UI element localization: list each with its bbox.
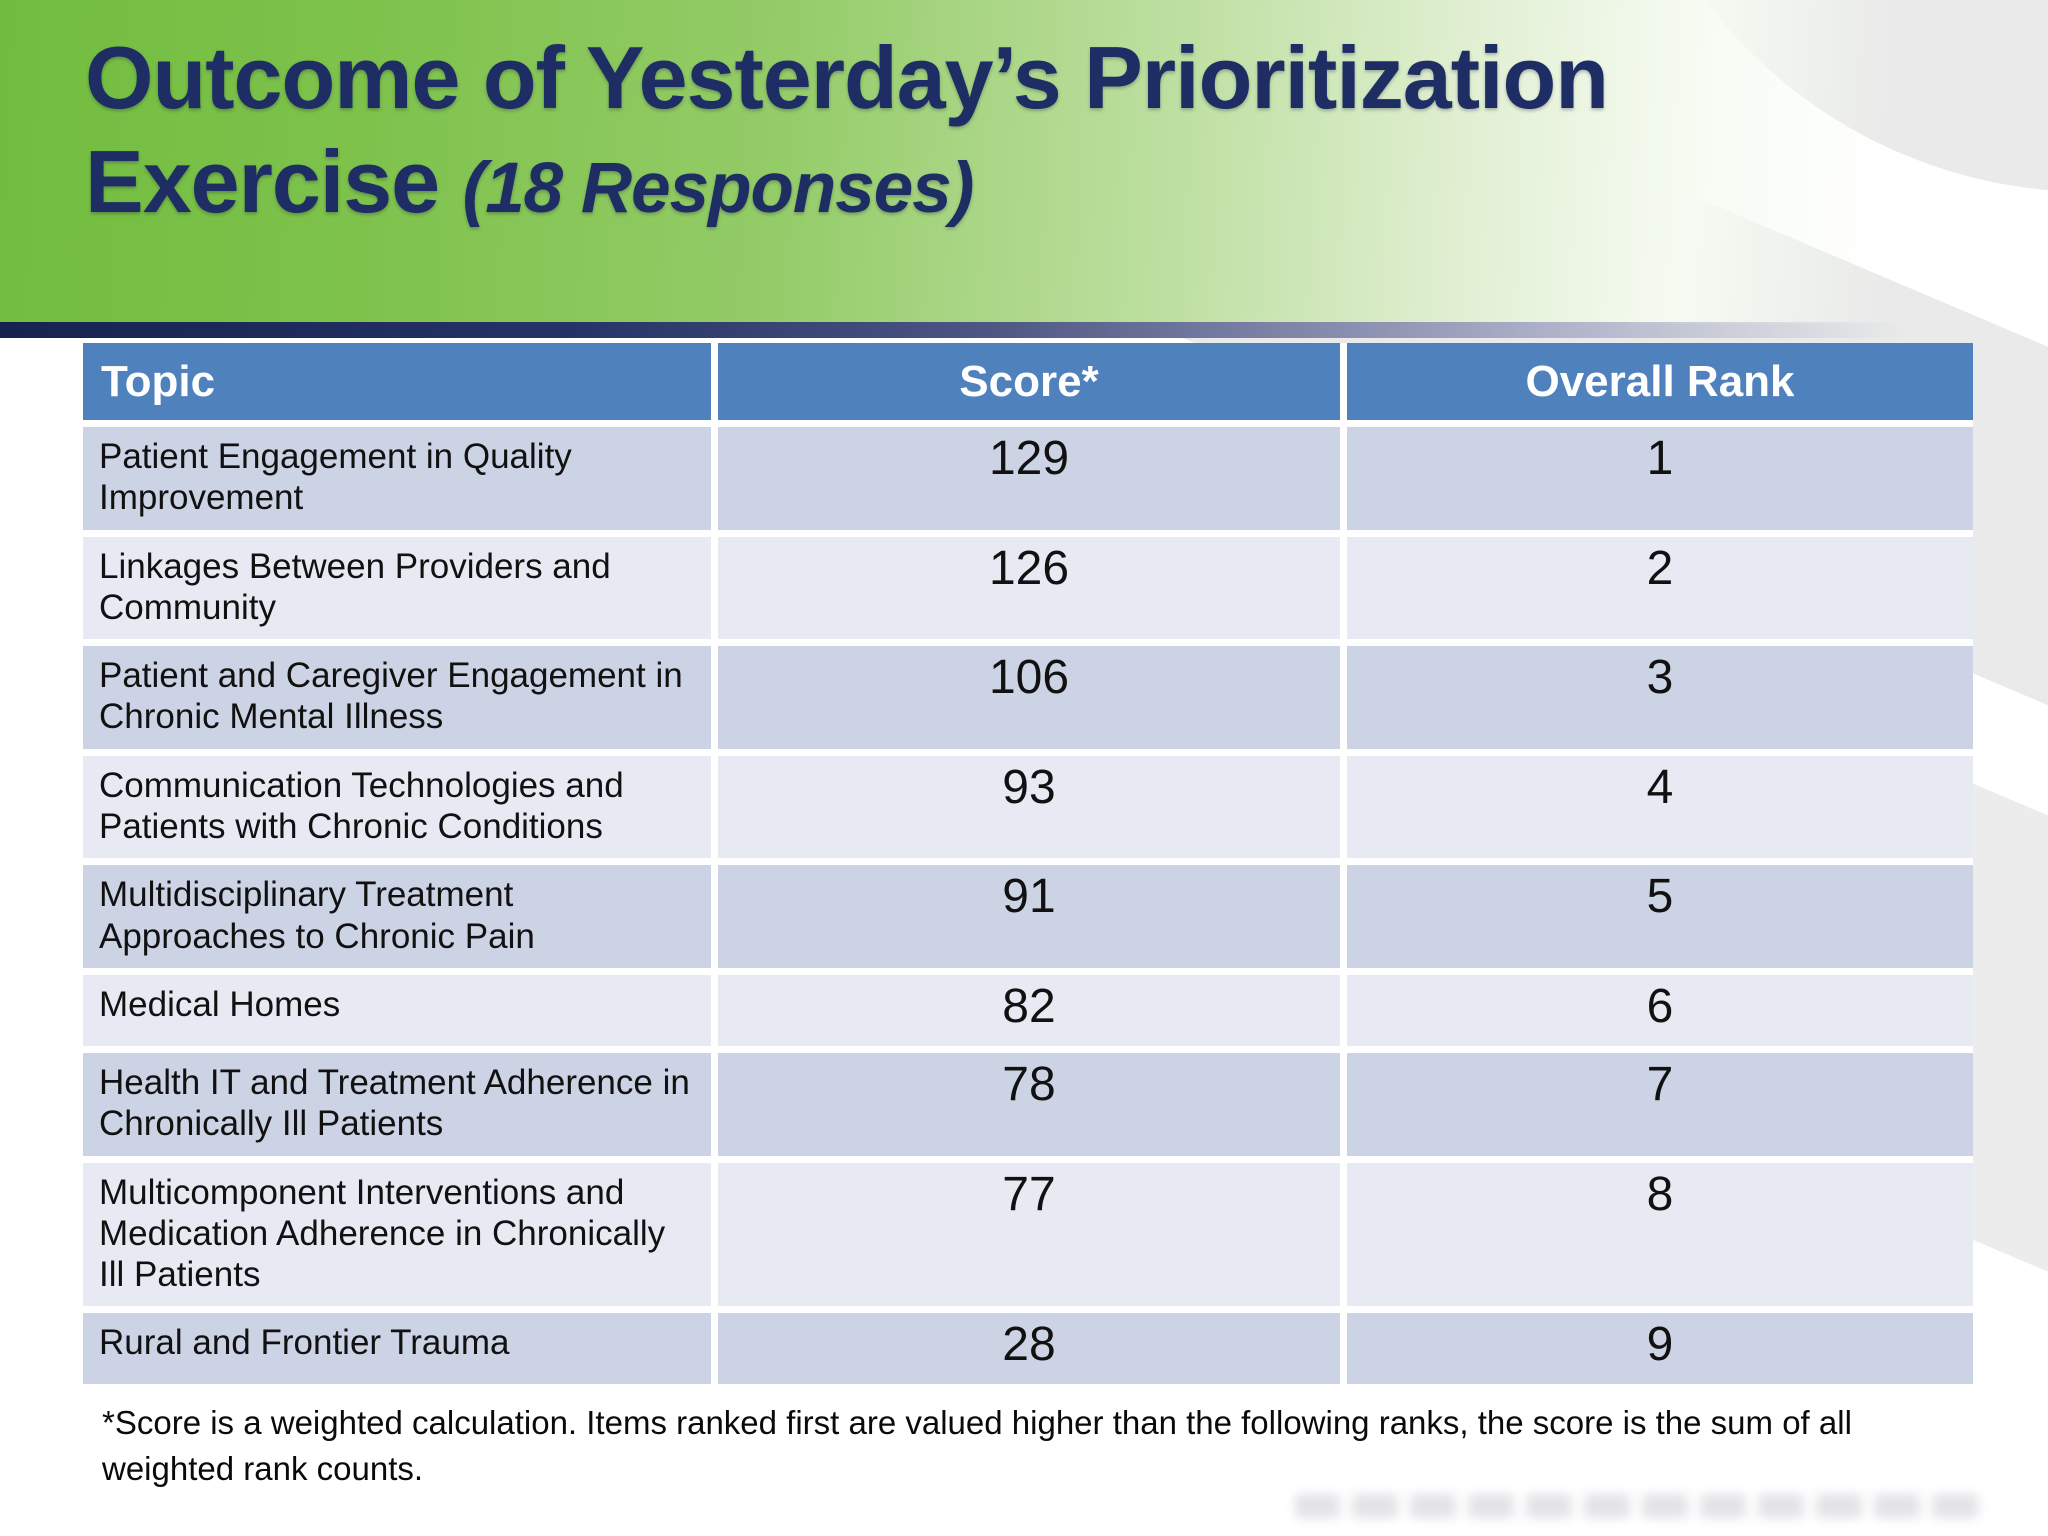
rank-cell: 6: [1347, 974, 1973, 1046]
table-row: Linkages Between Providers and Community…: [83, 536, 1973, 640]
score-cell: 28: [718, 1313, 1340, 1385]
table-row: Multicomponent Interventions and Medicat…: [83, 1162, 1973, 1307]
slide-title-line2: Exercise (18 Responses): [85, 131, 975, 231]
column-header-score: Score*: [718, 343, 1340, 420]
score-cell: 129: [718, 427, 1340, 530]
table-row: Multidisciplinary Treatment Approaches t…: [83, 865, 1973, 968]
score-cell: 82: [718, 974, 1340, 1046]
slide-title-responses-note: (18 Responses): [462, 148, 975, 228]
topic-cell: Rural and Frontier Trauma: [83, 1313, 711, 1385]
score-cell: 93: [718, 755, 1340, 859]
score-cell: 77: [718, 1162, 1340, 1307]
table-row: Communication Technologies and Patients …: [83, 755, 1973, 859]
table-header-row: Topic Score* Overall Rank: [83, 343, 1973, 420]
topic-cell: Medical Homes: [83, 974, 711, 1046]
navy-accent-strip: [0, 322, 2048, 338]
topic-cell: Multidisciplinary Treatment Approaches t…: [83, 865, 711, 968]
table-row: Health IT and Treatment Adherence in Chr…: [83, 1052, 1973, 1156]
rank-cell: 9: [1347, 1313, 1973, 1385]
rank-cell: 2: [1347, 536, 1973, 640]
rank-cell: 4: [1347, 755, 1973, 859]
slide-title-line1: Outcome of Yesterday’s Prioritization: [85, 28, 1609, 127]
rank-cell: 3: [1347, 646, 1973, 749]
results-table: Topic Score* Overall Rank Patient Engage…: [83, 343, 1973, 1385]
column-header-topic: Topic: [83, 343, 711, 420]
topic-cell: Patient Engagement in Quality Improvemen…: [83, 427, 711, 530]
topic-cell: Patient and Caregiver Engagement in Chro…: [83, 646, 711, 749]
table-row: Medical Homes 82 6: [83, 974, 1973, 1046]
green-header-band: [0, 0, 2048, 324]
column-header-overall-rank: Overall Rank: [1347, 343, 1973, 420]
topic-cell: Linkages Between Providers and Community: [83, 536, 711, 640]
score-cell: 106: [718, 646, 1340, 749]
topic-cell: Health IT and Treatment Adherence in Chr…: [83, 1052, 711, 1156]
footnote: *Score is a weighted calculation. Items …: [102, 1404, 1852, 1487]
topic-cell: Communication Technologies and Patients …: [83, 755, 711, 859]
table-row: Patient Engagement in Quality Improvemen…: [83, 427, 1973, 530]
topic-cell: Multicomponent Interventions and Medicat…: [83, 1162, 711, 1307]
rank-cell: 7: [1347, 1052, 1973, 1156]
rank-cell: 1: [1347, 427, 1973, 530]
score-cell: 91: [718, 865, 1340, 968]
score-cell: 126: [718, 536, 1340, 640]
table-row: Patient and Caregiver Engagement in Chro…: [83, 646, 1973, 749]
slide-title: Outcome of Yesterday’s Prioritization Ex…: [85, 26, 1609, 234]
score-cell: 78: [718, 1052, 1340, 1156]
table-row: Rural and Frontier Trauma 28 9: [83, 1313, 1973, 1385]
blurred-watermark: [1295, 1494, 1985, 1518]
rank-cell: 8: [1347, 1162, 1973, 1307]
rank-cell: 5: [1347, 865, 1973, 968]
